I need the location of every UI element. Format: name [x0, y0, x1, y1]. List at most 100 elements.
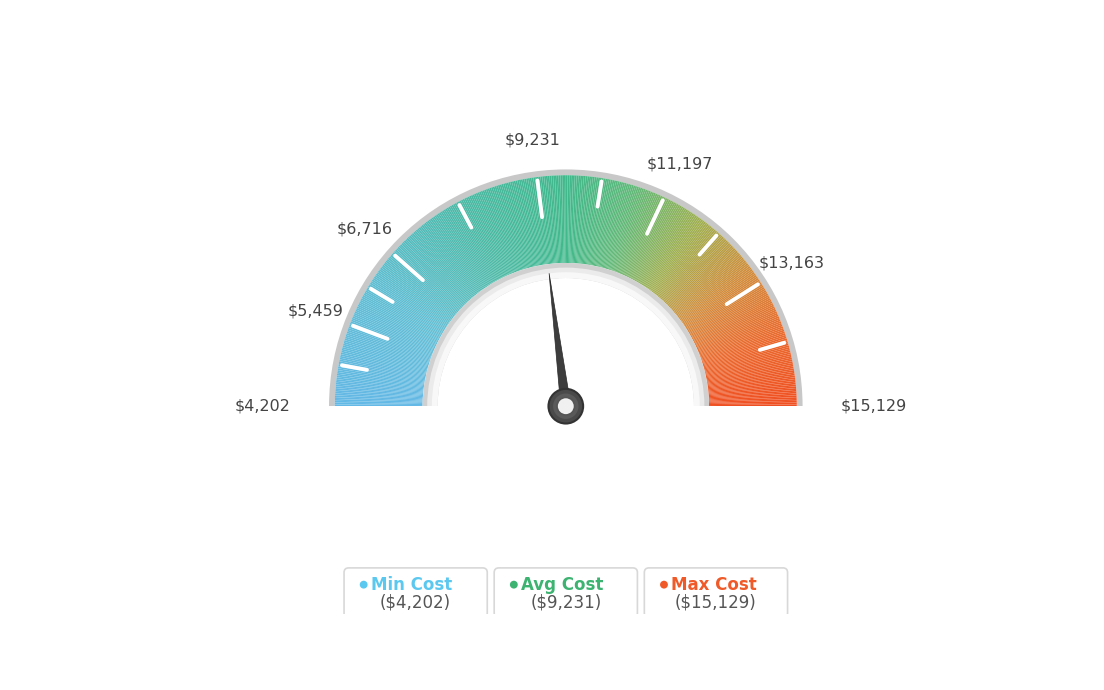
Wedge shape — [692, 298, 771, 340]
Wedge shape — [709, 393, 797, 400]
Wedge shape — [582, 177, 593, 264]
Wedge shape — [348, 328, 431, 359]
Wedge shape — [341, 348, 427, 372]
Wedge shape — [594, 179, 613, 266]
Wedge shape — [381, 266, 452, 320]
Wedge shape — [602, 182, 625, 268]
Wedge shape — [614, 189, 646, 272]
Circle shape — [510, 581, 518, 589]
Wedge shape — [598, 181, 619, 267]
Wedge shape — [469, 196, 507, 276]
Wedge shape — [449, 206, 495, 282]
Wedge shape — [631, 201, 673, 279]
Wedge shape — [657, 228, 714, 297]
Wedge shape — [417, 228, 475, 297]
Wedge shape — [508, 182, 531, 268]
Wedge shape — [569, 175, 571, 263]
Wedge shape — [359, 302, 438, 342]
Wedge shape — [636, 205, 680, 282]
Wedge shape — [498, 185, 524, 269]
Wedge shape — [587, 178, 602, 265]
Wedge shape — [581, 177, 591, 264]
Wedge shape — [427, 220, 480, 292]
Wedge shape — [628, 198, 668, 277]
Wedge shape — [701, 328, 784, 359]
Wedge shape — [592, 179, 609, 266]
Wedge shape — [659, 230, 718, 298]
Wedge shape — [340, 354, 426, 375]
Wedge shape — [705, 353, 790, 374]
Wedge shape — [336, 384, 423, 394]
Wedge shape — [699, 323, 782, 355]
Wedge shape — [641, 210, 690, 285]
Wedge shape — [505, 183, 529, 268]
Wedge shape — [467, 197, 506, 277]
Wedge shape — [585, 177, 598, 264]
Wedge shape — [507, 182, 530, 268]
Wedge shape — [521, 179, 539, 266]
Wedge shape — [692, 297, 769, 339]
Wedge shape — [626, 197, 665, 277]
Wedge shape — [709, 388, 796, 396]
Wedge shape — [708, 377, 795, 389]
Wedge shape — [375, 273, 448, 325]
Wedge shape — [669, 246, 733, 307]
Wedge shape — [444, 209, 491, 285]
Wedge shape — [693, 302, 773, 342]
Text: ($15,129): ($15,129) — [675, 594, 757, 612]
Wedge shape — [690, 290, 766, 335]
Wedge shape — [645, 213, 694, 287]
Wedge shape — [354, 311, 435, 348]
Wedge shape — [376, 272, 449, 324]
Wedge shape — [379, 269, 450, 322]
Wedge shape — [688, 284, 763, 331]
Wedge shape — [337, 377, 424, 389]
Wedge shape — [414, 230, 473, 298]
Wedge shape — [516, 180, 535, 266]
Wedge shape — [603, 183, 627, 268]
Wedge shape — [339, 361, 425, 380]
Circle shape — [558, 397, 574, 415]
Wedge shape — [338, 370, 424, 385]
Wedge shape — [611, 186, 639, 270]
Wedge shape — [627, 197, 666, 277]
Wedge shape — [703, 344, 788, 368]
Wedge shape — [639, 208, 687, 284]
Wedge shape — [463, 199, 502, 278]
Wedge shape — [388, 257, 456, 315]
Wedge shape — [669, 247, 734, 308]
Wedge shape — [391, 253, 458, 313]
Wedge shape — [556, 175, 561, 263]
Wedge shape — [380, 268, 452, 321]
Wedge shape — [544, 176, 553, 264]
Wedge shape — [694, 304, 774, 344]
Wedge shape — [697, 313, 778, 349]
Wedge shape — [423, 224, 478, 294]
Wedge shape — [461, 199, 502, 279]
Wedge shape — [360, 299, 438, 341]
Wedge shape — [439, 212, 488, 286]
Wedge shape — [358, 304, 437, 344]
Wedge shape — [367, 288, 443, 334]
Wedge shape — [590, 178, 605, 265]
Wedge shape — [416, 229, 474, 297]
Wedge shape — [432, 217, 484, 290]
Wedge shape — [683, 273, 756, 325]
Wedge shape — [705, 354, 792, 375]
Wedge shape — [608, 186, 636, 270]
Wedge shape — [349, 326, 432, 357]
FancyBboxPatch shape — [645, 568, 787, 618]
Wedge shape — [689, 287, 765, 333]
Wedge shape — [567, 175, 570, 263]
Wedge shape — [531, 177, 545, 264]
Wedge shape — [458, 201, 500, 279]
Wedge shape — [390, 255, 458, 313]
Wedge shape — [347, 333, 429, 362]
Wedge shape — [489, 188, 519, 271]
Wedge shape — [655, 225, 710, 295]
Wedge shape — [708, 375, 795, 388]
Wedge shape — [648, 217, 700, 290]
Wedge shape — [708, 372, 795, 386]
Wedge shape — [335, 395, 423, 401]
Wedge shape — [341, 353, 426, 374]
